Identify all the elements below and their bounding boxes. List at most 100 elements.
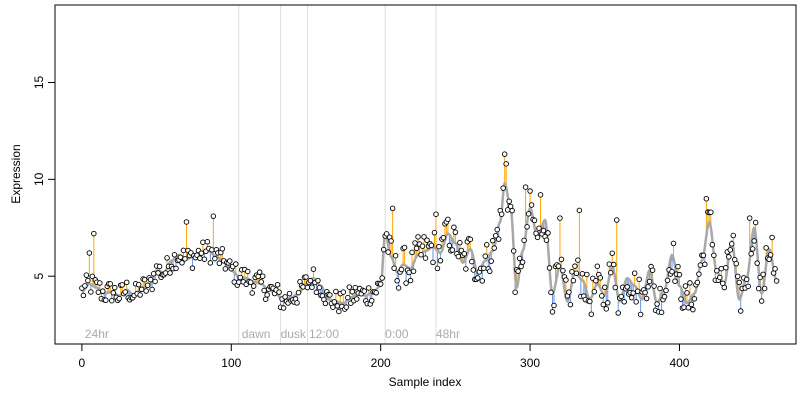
data-point xyxy=(164,255,170,261)
data-point xyxy=(618,293,624,300)
data-point xyxy=(721,284,728,291)
data-point xyxy=(282,294,288,300)
data-point xyxy=(316,284,323,291)
data-point xyxy=(645,284,651,290)
data-point xyxy=(594,263,601,269)
data-point xyxy=(649,267,656,273)
data-point xyxy=(691,296,698,302)
y-tick-label: 10 xyxy=(32,172,46,186)
data-point xyxy=(484,242,490,248)
data-point xyxy=(259,273,266,279)
data-point xyxy=(388,238,394,244)
data-point xyxy=(409,249,415,256)
data-point xyxy=(563,277,569,283)
data-point xyxy=(643,295,650,302)
time-annotation: 12:00 xyxy=(309,327,339,341)
data-point xyxy=(702,261,708,268)
data-point xyxy=(177,254,184,260)
data-point xyxy=(726,254,732,260)
data-point xyxy=(602,284,608,291)
data-point xyxy=(491,245,497,251)
y-axis: 5 10 15 xyxy=(32,75,56,280)
data-point xyxy=(461,250,468,257)
data-point xyxy=(651,283,657,289)
data-point xyxy=(684,290,690,296)
data-point xyxy=(445,216,451,223)
data-point xyxy=(222,266,229,272)
data-point xyxy=(150,271,157,277)
data-point xyxy=(422,255,429,261)
data-point xyxy=(334,303,341,309)
data-point xyxy=(261,287,267,294)
data-point xyxy=(743,276,750,283)
data-point xyxy=(524,224,530,230)
data-point xyxy=(700,252,707,259)
data-point xyxy=(528,202,535,208)
data-point xyxy=(100,288,106,294)
x-axis-title: Sample index xyxy=(389,375,462,389)
data-point xyxy=(613,217,620,223)
data-point xyxy=(247,279,254,286)
data-point xyxy=(634,288,641,294)
data-point xyxy=(212,255,218,262)
data-point xyxy=(481,265,487,272)
data-point xyxy=(123,279,130,286)
data-point xyxy=(436,243,442,250)
data-point xyxy=(536,225,542,231)
data-point xyxy=(394,278,400,284)
data-point xyxy=(274,281,281,288)
data-point xyxy=(216,260,223,266)
data-point xyxy=(373,290,379,296)
data-point xyxy=(703,195,710,202)
data-point xyxy=(327,292,333,298)
data-point xyxy=(280,305,287,311)
data-point xyxy=(509,207,515,214)
data-point xyxy=(669,268,675,275)
data-point xyxy=(309,284,315,290)
data-point xyxy=(697,262,704,268)
data-point xyxy=(566,289,572,295)
data-point xyxy=(144,282,151,289)
data-point xyxy=(365,285,372,291)
data-point xyxy=(501,151,508,157)
data-point xyxy=(383,231,390,237)
data-point xyxy=(510,248,517,254)
x-tick-label: 0 xyxy=(79,356,86,370)
data-point xyxy=(149,286,155,293)
data-point xyxy=(95,289,102,295)
data-point xyxy=(155,270,161,276)
data-point xyxy=(368,297,375,304)
data-point xyxy=(336,308,342,315)
data-point xyxy=(551,302,557,309)
data-point xyxy=(593,278,599,284)
data-point xyxy=(745,283,751,290)
data-point xyxy=(428,242,435,249)
data-point xyxy=(749,246,756,252)
data-point xyxy=(264,292,270,298)
data-point xyxy=(612,284,618,291)
data-point xyxy=(379,275,385,281)
data-point xyxy=(769,234,775,241)
data-point xyxy=(758,298,765,304)
data-point xyxy=(543,237,550,243)
data-point xyxy=(219,246,226,252)
data-point xyxy=(85,277,91,284)
data-point xyxy=(109,297,115,304)
data-point xyxy=(588,311,595,317)
data-point xyxy=(430,259,436,266)
y-tick-label: 5 xyxy=(32,273,46,280)
data-point xyxy=(152,278,158,285)
data-point xyxy=(440,234,447,241)
data-point xyxy=(723,264,729,271)
data-point xyxy=(545,230,551,236)
x-axis: 0 100 200 300 400 xyxy=(79,343,690,370)
data-point xyxy=(555,263,562,269)
data-point xyxy=(463,266,469,272)
data-point xyxy=(451,224,457,230)
data-point xyxy=(748,251,754,257)
data-point xyxy=(345,294,351,301)
data-point xyxy=(455,253,462,260)
data-point xyxy=(737,308,744,314)
data-point xyxy=(244,268,251,275)
data-point xyxy=(685,304,692,311)
